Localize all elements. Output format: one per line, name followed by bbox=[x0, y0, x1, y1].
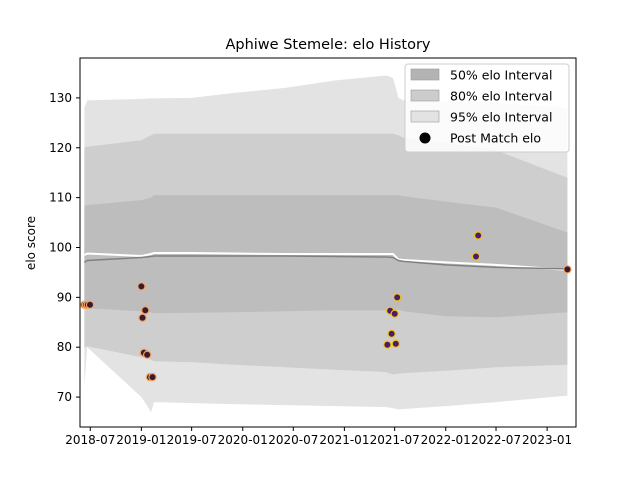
post-match-point bbox=[138, 313, 147, 322]
post-match-point bbox=[141, 306, 150, 315]
post-match-point bbox=[85, 300, 95, 309]
y-tick-label: 70 bbox=[57, 390, 72, 404]
legend-swatch bbox=[410, 110, 440, 123]
trend-lines bbox=[83, 252, 568, 271]
mean-line bbox=[83, 255, 568, 270]
y-axis-label: elo score bbox=[24, 216, 38, 270]
post-match-point bbox=[391, 339, 400, 348]
y-tick-label: 120 bbox=[49, 141, 72, 155]
x-tick-label: 2019-07 bbox=[167, 433, 217, 447]
legend-label: Post Match elo bbox=[450, 131, 541, 146]
x-tick-label: 2020-07 bbox=[268, 433, 318, 447]
legend-label: 50% elo Interval bbox=[450, 68, 552, 83]
y-tick-label: 90 bbox=[57, 290, 72, 304]
y-tick-label: 100 bbox=[49, 240, 72, 254]
post-match-point bbox=[142, 350, 152, 359]
chart-title: Aphiwe Stemele: elo History bbox=[225, 37, 430, 53]
x-tick-label: 2021-07 bbox=[370, 433, 420, 447]
y-tick-label: 130 bbox=[49, 91, 72, 105]
x-tick-label: 2020-01 bbox=[218, 433, 268, 447]
post-match-points bbox=[80, 231, 572, 382]
x-tick-label: 2022-07 bbox=[471, 433, 521, 447]
legend-box bbox=[404, 63, 570, 153]
legend-label: 95% elo Interval bbox=[450, 110, 552, 125]
x-tick-label: 2022-01 bbox=[421, 433, 471, 447]
x-tick-label: 2021-01 bbox=[319, 433, 369, 447]
post-match-point bbox=[563, 265, 572, 274]
post-match-point bbox=[474, 231, 483, 240]
post-match-point bbox=[148, 372, 157, 382]
plot-frame bbox=[79, 57, 577, 428]
x-axis: 2018-07 2019-01 2019-07 2020-01 2020-07 2021-… bbox=[65, 427, 572, 447]
post-match-point bbox=[383, 340, 392, 349]
legend: 50% elo Interval 80% elo Interval 95% elo … bbox=[404, 63, 570, 153]
x-tick-label: 2023-01 bbox=[522, 433, 572, 447]
legend-swatch bbox=[410, 89, 440, 102]
post-match-point bbox=[393, 293, 402, 302]
legend-label: 80% elo Interval bbox=[450, 89, 552, 104]
post-match-point bbox=[471, 252, 481, 261]
post-match-point bbox=[387, 329, 396, 338]
legend-swatch bbox=[410, 68, 440, 81]
median-line bbox=[83, 252, 568, 271]
post-match-point bbox=[390, 309, 399, 318]
post-match-point bbox=[137, 282, 146, 291]
y-tick-label: 80 bbox=[57, 340, 72, 354]
legend-marker bbox=[419, 132, 431, 144]
x-tick-label: 2018-07 bbox=[65, 433, 115, 447]
y-tick-label: 110 bbox=[49, 191, 72, 205]
y-axis: 70 80 90 100 110 120 130 bbox=[49, 91, 80, 404]
x-tick-label: 2019-01 bbox=[116, 433, 166, 447]
